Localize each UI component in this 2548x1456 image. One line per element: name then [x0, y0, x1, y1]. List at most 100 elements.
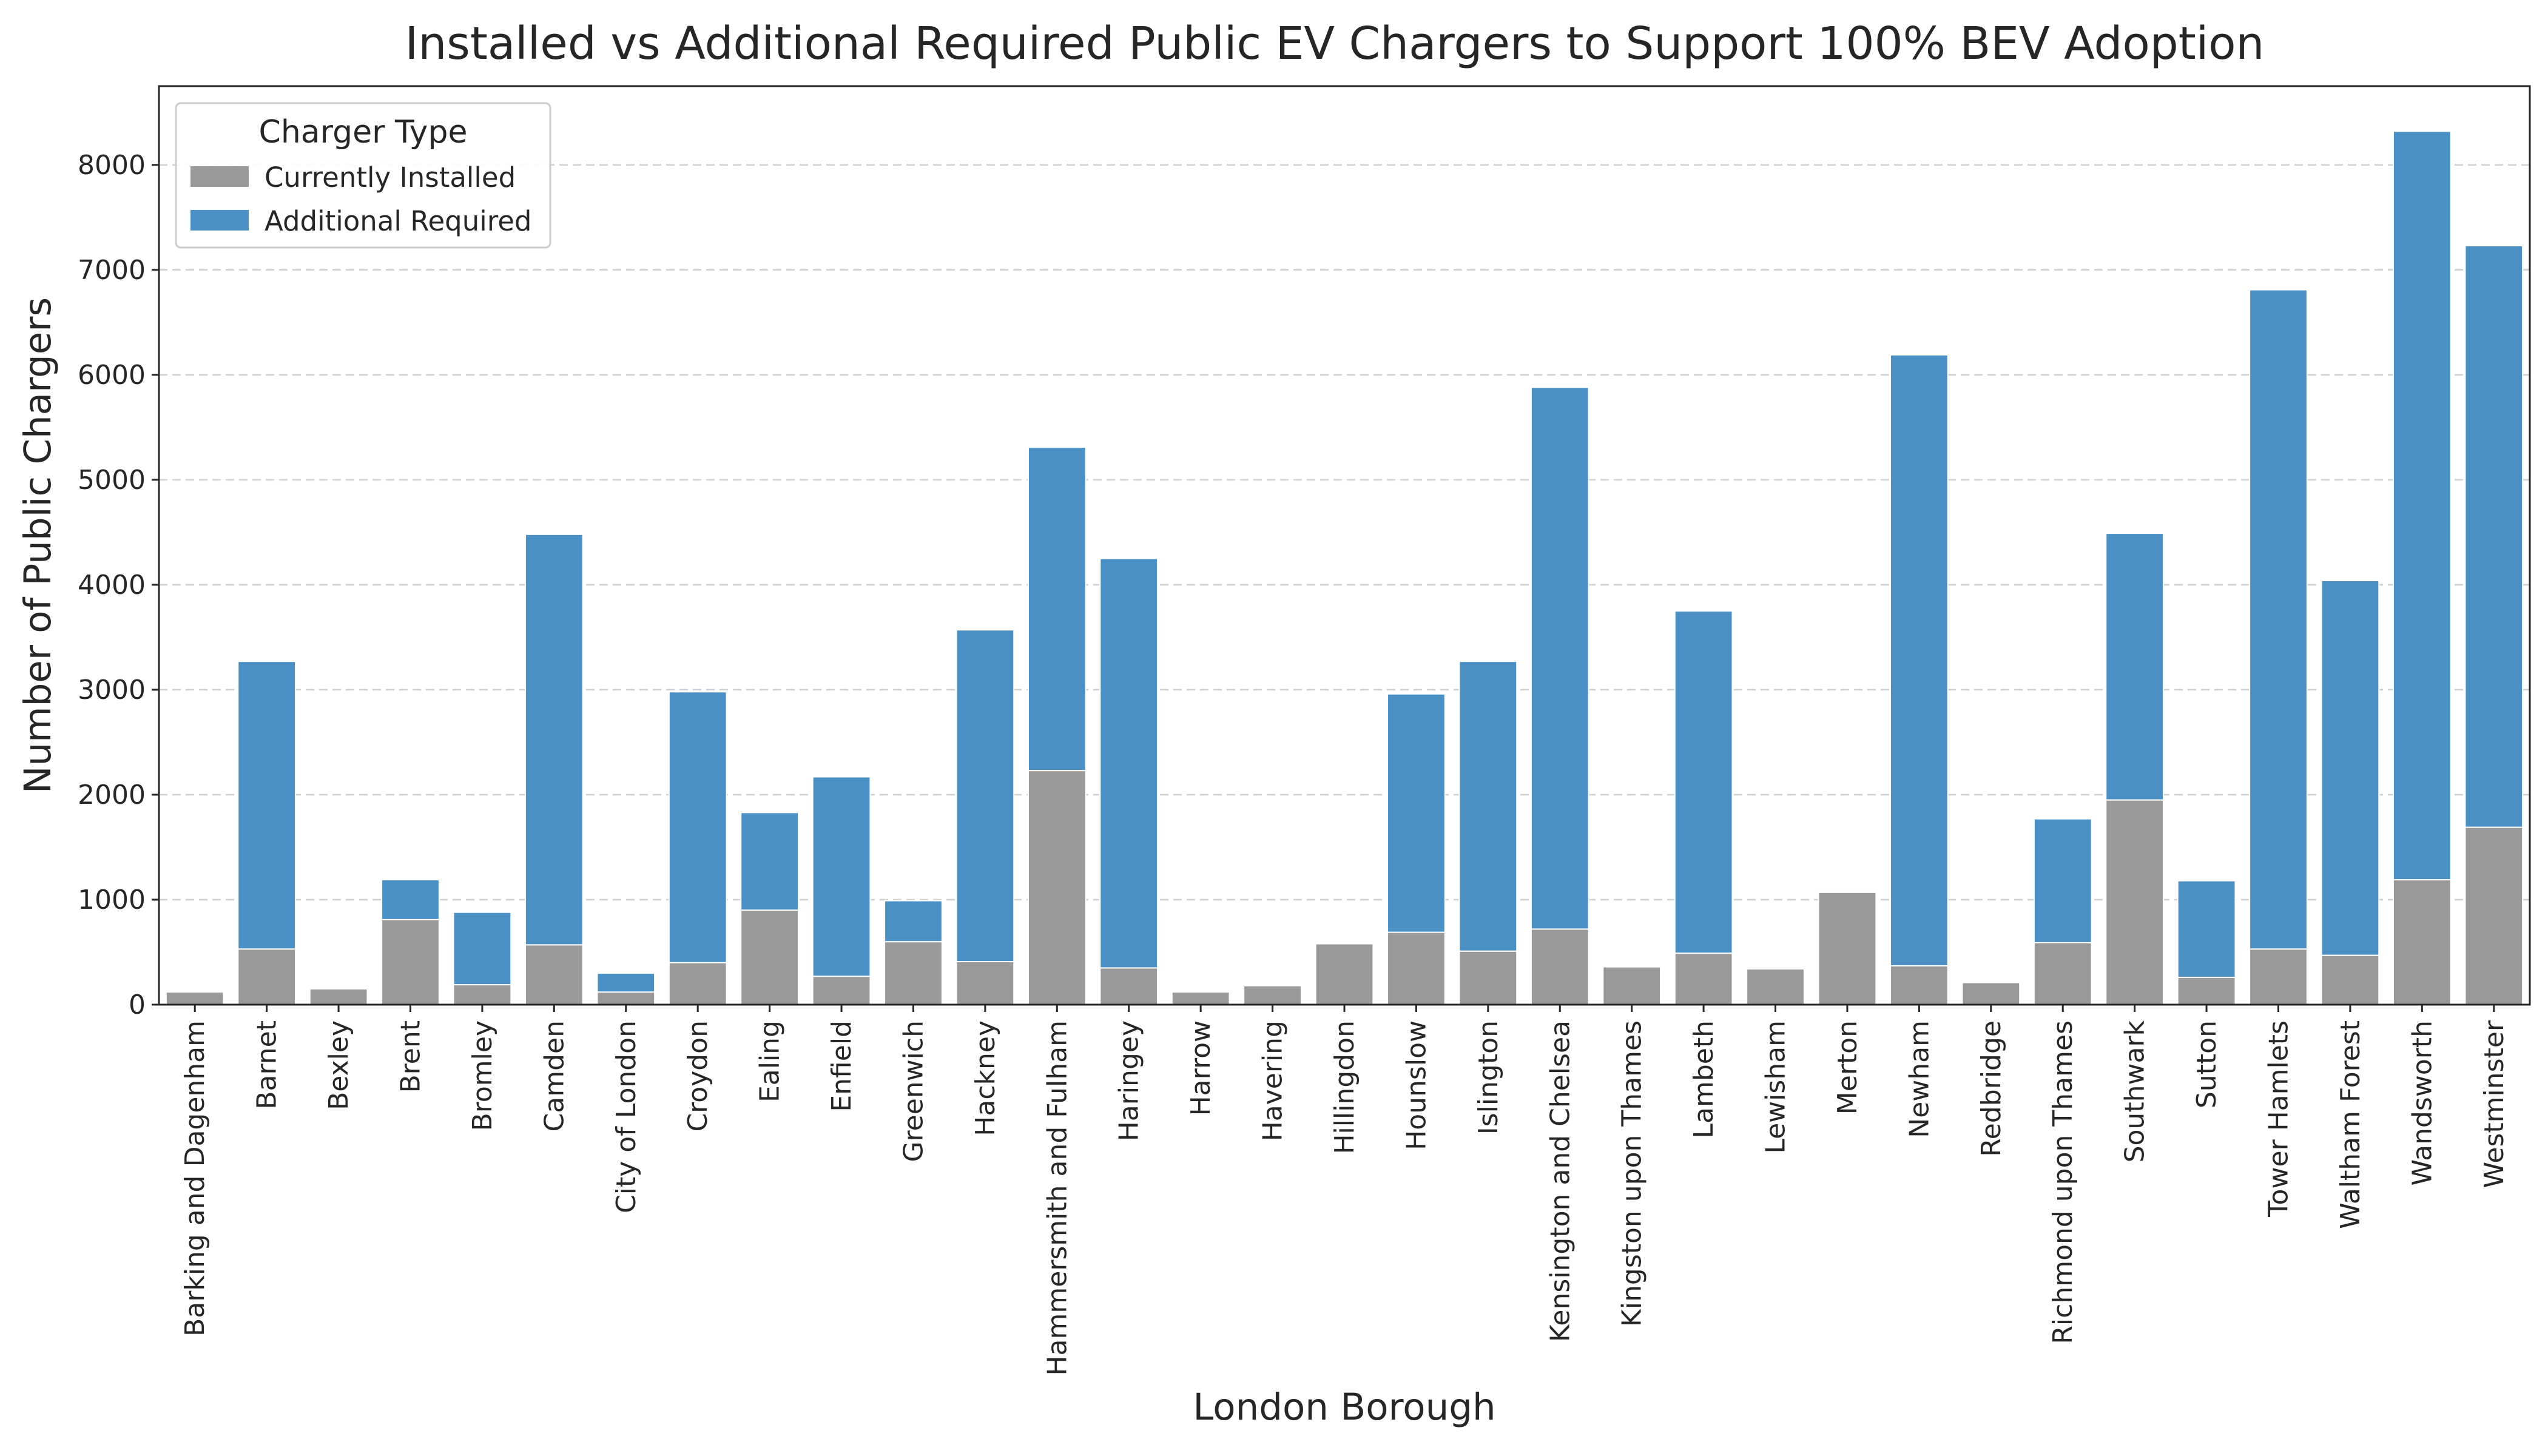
x-tick-label: Kensington and Chelsea	[1545, 1020, 1576, 1342]
y-tick-label: 8000	[78, 150, 146, 181]
x-tick-label: Lewisham	[1761, 1020, 1791, 1154]
bar-installed-newham	[1890, 965, 1949, 1005]
y-axis-ticks: 0 1000 2000 3000 4000 5000 6000 7000 8000	[78, 150, 159, 1020]
bar-additional-camden	[524, 533, 584, 946]
bar-additional-tower-hamlets	[2249, 289, 2308, 950]
bar-installed-croydon	[668, 962, 727, 1005]
bar-additional-waltham-forest	[2320, 579, 2380, 956]
chart-title: Installed vs Additional Required Public …	[405, 18, 2265, 70]
bar-additional-westminster	[2464, 245, 2524, 828]
bar-installed-lewisham	[1746, 968, 1805, 1006]
bar-installed-hounslow	[1387, 931, 1446, 1005]
legend-label-additional-required: Additional Required	[265, 205, 532, 237]
bar-additional-hackney	[956, 629, 1015, 963]
bar-installed-barnet	[237, 948, 297, 1005]
bar-additional-hammersmith-and-fulham	[1027, 447, 1087, 772]
y-tick-label: 1000	[78, 885, 146, 915]
bar-installed-greenwich	[884, 941, 943, 1006]
bar-additional-city-of-london	[596, 972, 656, 993]
legend-box	[175, 102, 551, 249]
bar-installed-kensington-and-chelsea	[1530, 928, 1589, 1006]
bar-installed-enfield	[812, 976, 871, 1005]
y-tick-label: 0	[129, 989, 146, 1020]
bar-additional-greenwich	[884, 900, 943, 943]
bar-installed-southwark	[2105, 799, 2165, 1005]
bar-installed-lambeth	[1674, 952, 1733, 1005]
bar-installed-sutton	[2177, 977, 2236, 1005]
bar-additional-barnet	[237, 661, 297, 950]
bar-installed-city-of-london	[596, 991, 656, 1005]
bars	[165, 130, 2524, 1006]
bar-additional-islington	[1458, 661, 1518, 952]
x-tick-label: Waltham Forest	[2335, 1020, 2366, 1229]
bar-installed-barking-and-dagenham	[165, 991, 224, 1005]
bar-additional-brent	[381, 879, 440, 920]
x-tick-label: Islington	[1473, 1020, 1504, 1134]
x-tick-label: Lambeth	[1688, 1020, 1719, 1138]
x-tick-label: Sutton	[2191, 1020, 2222, 1108]
x-tick-label: Westminster	[2479, 1020, 2510, 1188]
x-tick-label: Haringey	[1114, 1020, 1145, 1141]
bar-additional-richmond-upon-thames	[2033, 818, 2092, 943]
x-tick-label: Enfield	[826, 1020, 857, 1112]
bar-installed-hillingdon	[1315, 943, 1374, 1006]
bar-additional-wandsworth	[2392, 130, 2452, 881]
bar-installed-haringey	[1099, 967, 1159, 1005]
x-tick-label: Bromley	[467, 1020, 498, 1131]
legend: Charger Type Currently Installed Additio…	[175, 102, 551, 249]
x-tick-label: Redbridge	[1976, 1020, 2007, 1157]
x-axis-label: London Borough	[1193, 1386, 1495, 1429]
bar-additional-croydon	[668, 691, 727, 963]
x-tick-label: Hackney	[970, 1020, 1001, 1136]
bar-installed-kingston-upon-thames	[1602, 966, 1662, 1006]
x-tick-label: Bexley	[323, 1020, 354, 1110]
x-tick-label: Tower Hamlets	[2263, 1020, 2294, 1218]
bar-additional-haringey	[1099, 558, 1159, 969]
bar-additional-sutton	[2177, 880, 2236, 979]
bar-additional-enfield	[812, 776, 871, 977]
bar-additional-kensington-and-chelsea	[1530, 386, 1589, 930]
bar-installed-bexley	[309, 988, 368, 1005]
y-tick-label: 3000	[78, 675, 146, 706]
x-tick-label: Newham	[1904, 1020, 1935, 1138]
y-tick-label: 5000	[78, 465, 146, 496]
bar-additional-bromley	[453, 911, 512, 986]
x-tick-label: Havering	[1258, 1020, 1289, 1141]
bar-installed-harrow	[1171, 991, 1230, 1005]
bar-installed-ealing	[740, 909, 799, 1005]
x-tick-label: Camden	[539, 1020, 570, 1131]
legend-label-currently-installed: Currently Installed	[265, 161, 516, 194]
bar-additional-hounslow	[1387, 693, 1446, 933]
bar-installed-westminster	[2464, 826, 2524, 1005]
x-tick-label: Wandsworth	[2407, 1020, 2438, 1186]
x-tick-label: Greenwich	[898, 1020, 929, 1162]
bar-installed-hackney	[956, 961, 1015, 1005]
legend-title: Charger Type	[259, 114, 468, 150]
bar-installed-hammersmith-and-fulham	[1027, 770, 1087, 1005]
bar-additional-ealing	[740, 812, 799, 911]
x-tick-label: Ealing	[755, 1020, 786, 1102]
y-tick-label: 6000	[78, 360, 146, 391]
bar-installed-camden	[524, 944, 584, 1005]
legend-swatch-additional-required	[190, 210, 249, 231]
bar-additional-newham	[1890, 354, 1949, 966]
bar-installed-redbridge	[1961, 982, 2021, 1005]
x-axis-ticks: Barking and Dagenham Barnet Bexley Brent Bro…	[180, 1005, 2510, 1376]
x-tick-label: Hounslow	[1401, 1020, 1432, 1150]
bar-additional-southwark	[2105, 533, 2165, 801]
x-tick-label: Kingston upon Thames	[1617, 1020, 1648, 1327]
x-tick-label: Harrow	[1185, 1020, 1216, 1116]
x-tick-label: Barnet	[252, 1020, 283, 1110]
bar-installed-wandsworth	[2392, 879, 2452, 1005]
y-axis-label: Number of Public Chargers	[16, 297, 59, 794]
legend-swatch-currently-installed	[190, 166, 249, 187]
y-tick-label: 7000	[78, 255, 146, 286]
bar-installed-merton	[1818, 891, 1877, 1005]
gridlines	[159, 164, 2530, 901]
x-tick-label: Brent	[395, 1020, 426, 1093]
x-tick-label: City of London	[611, 1020, 642, 1213]
bar-installed-havering	[1243, 985, 1302, 1006]
bar-installed-bromley	[453, 984, 512, 1005]
x-tick-label: Richmond upon Thames	[2048, 1020, 2078, 1344]
x-tick-label: Hammersmith and Fulham	[1042, 1020, 1073, 1376]
